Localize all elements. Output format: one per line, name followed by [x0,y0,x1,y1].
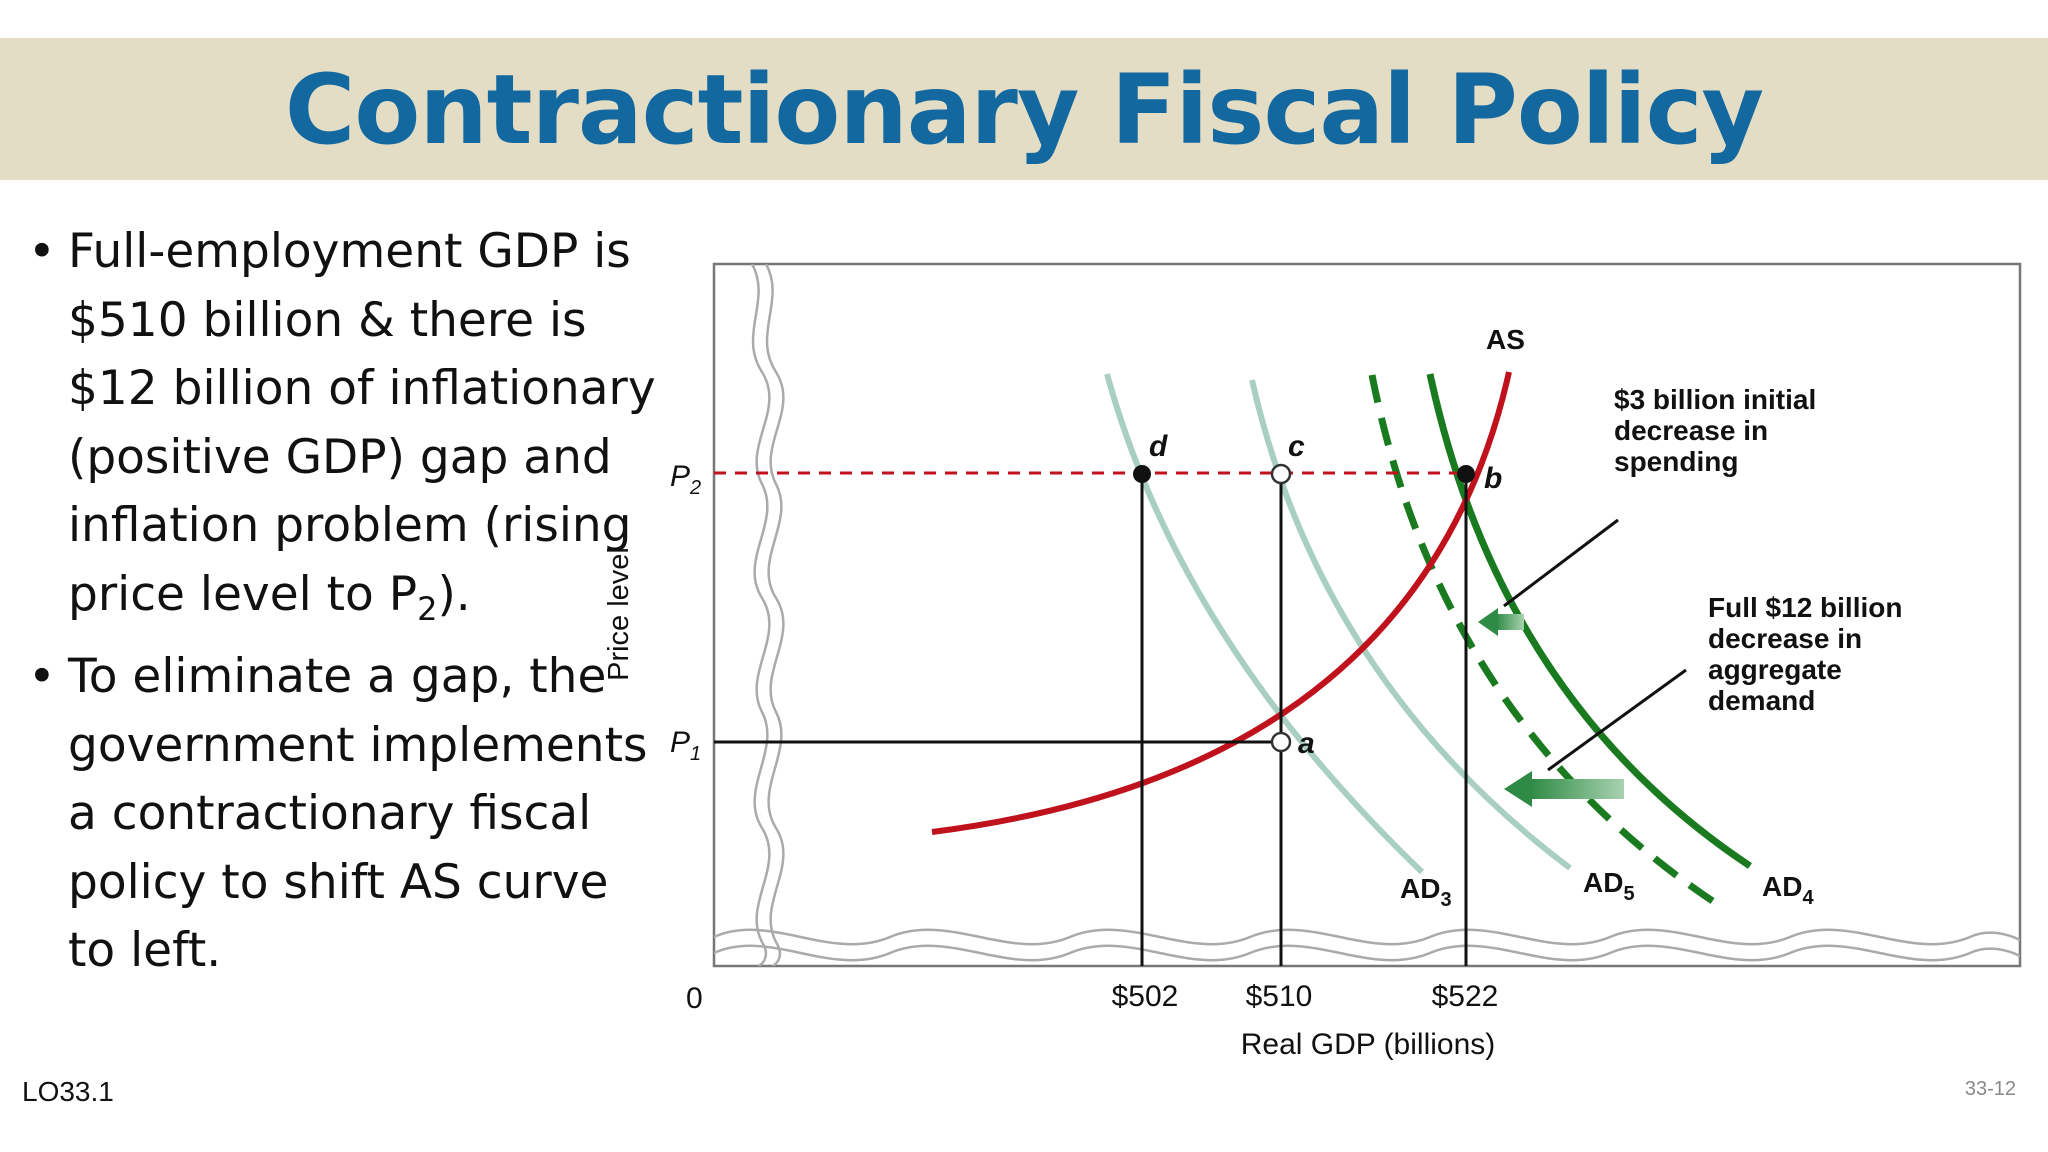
x-axis-break-bottom [714,944,2020,962]
ad3-label: AD3 [1400,873,1452,911]
x-tick-510: $510 [1246,980,1313,1013]
point-d-marker [1133,465,1151,483]
ad5-label: AD5 [1583,867,1635,905]
point-d-label: d [1149,430,1168,463]
axis-break-marks [714,264,2020,966]
bullet-1-text: Full-employment GDP is $510 billion & th… [68,224,656,622]
point-b-marker [1457,465,1475,483]
p2-label: P2 [670,460,701,499]
bullet-item-1: Full-employment GDP is $510 billion & th… [24,218,664,643]
point-c-marker [1270,463,1292,485]
x-tick-502: $502 [1112,980,1179,1013]
as-curve [931,371,1512,835]
point-a-label: a [1298,727,1315,760]
shift-arrow-initial [1478,608,1524,636]
bullet-2-text: To eliminate a gap, the government imple… [68,649,648,978]
point-b-label: b [1484,462,1502,495]
x-axis-label: Real GDP (billions) [1241,1028,1496,1061]
plot-frame [712,262,2022,968]
ad3-curve [1104,373,1425,875]
bullet-1-tail: ). [437,566,471,622]
x-axis-break-top [714,928,2020,946]
annotation-full-decrease: Full $12 billion decrease in aggregate d… [1708,592,1910,716]
title-bar [0,38,2048,180]
ad-dashed-curve [1368,374,1719,907]
ad5-curve [1249,379,1572,871]
as-label: AS [1486,324,1525,355]
annotation-initial-decrease: $3 billion initial decrease in spending [1614,384,1824,477]
p1-label: P1 [670,726,701,765]
bullet-1-subscript: 2 [417,589,438,628]
slide-number: 33-12 [1964,1078,2016,1100]
learning-objective-label: LO33.1 [22,1076,114,1107]
y-axis-break-right [764,264,785,966]
bullet-list: Full-employment GDP is $510 billion & th… [24,218,664,986]
point-c-label: c [1288,430,1305,463]
ad4-curve [1426,373,1752,869]
slide-title: Contractionary Fiscal Policy [284,54,1764,166]
origin-label: 0 [686,982,703,1015]
bullet-item-2: To eliminate a gap, the government imple… [24,643,664,986]
point-a-marker [1270,731,1292,753]
x-tick-522: $522 [1432,980,1499,1013]
shift-arrow-full [1504,771,1624,807]
y-axis-break-left [750,264,771,966]
leader-line-initial [1503,518,1619,608]
leader-line-full [1547,668,1687,772]
ad4-label: AD4 [1762,871,1814,909]
y-axis-label: Price level [603,547,635,681]
